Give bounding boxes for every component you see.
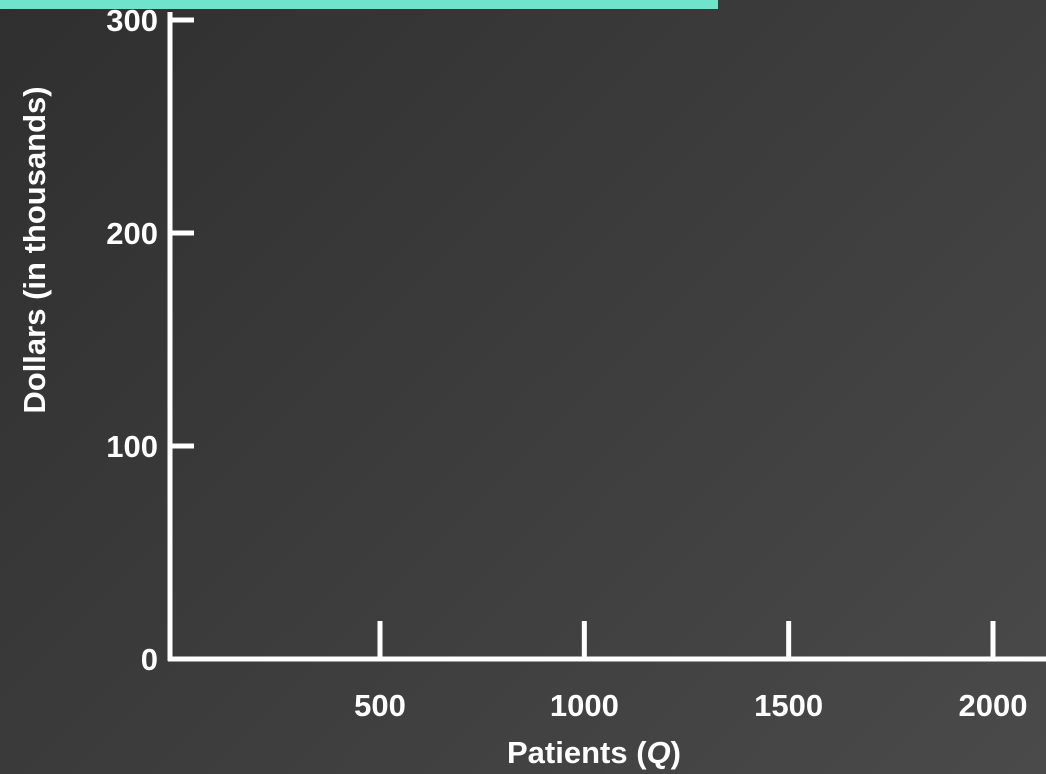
y-ticks: 0 100 200 300 [106, 3, 194, 677]
y-tick-label-200: 200 [106, 216, 158, 251]
top-banner [0, 0, 718, 9]
y-tick-label-100: 100 [106, 429, 158, 464]
x-ticks: 500 1000 1500 2000 [354, 621, 1027, 723]
x-axis-label-variable: Q [647, 735, 671, 770]
y-axis-label: Dollars (in thousands) [17, 86, 52, 413]
x-axis-label-close: ) [671, 735, 681, 770]
x-axis-label: Patients (Q) [507, 735, 681, 770]
x-tick-label-2000: 2000 [959, 688, 1028, 723]
y-tick-label-0: 0 [141, 642, 158, 677]
y-tick-label-300: 300 [106, 3, 158, 38]
x-tick-label-1500: 1500 [754, 688, 823, 723]
x-axis-label-text: Patients ( [507, 735, 647, 770]
x-tick-label-1000: 1000 [550, 688, 619, 723]
x-tick-label-500: 500 [354, 688, 406, 723]
